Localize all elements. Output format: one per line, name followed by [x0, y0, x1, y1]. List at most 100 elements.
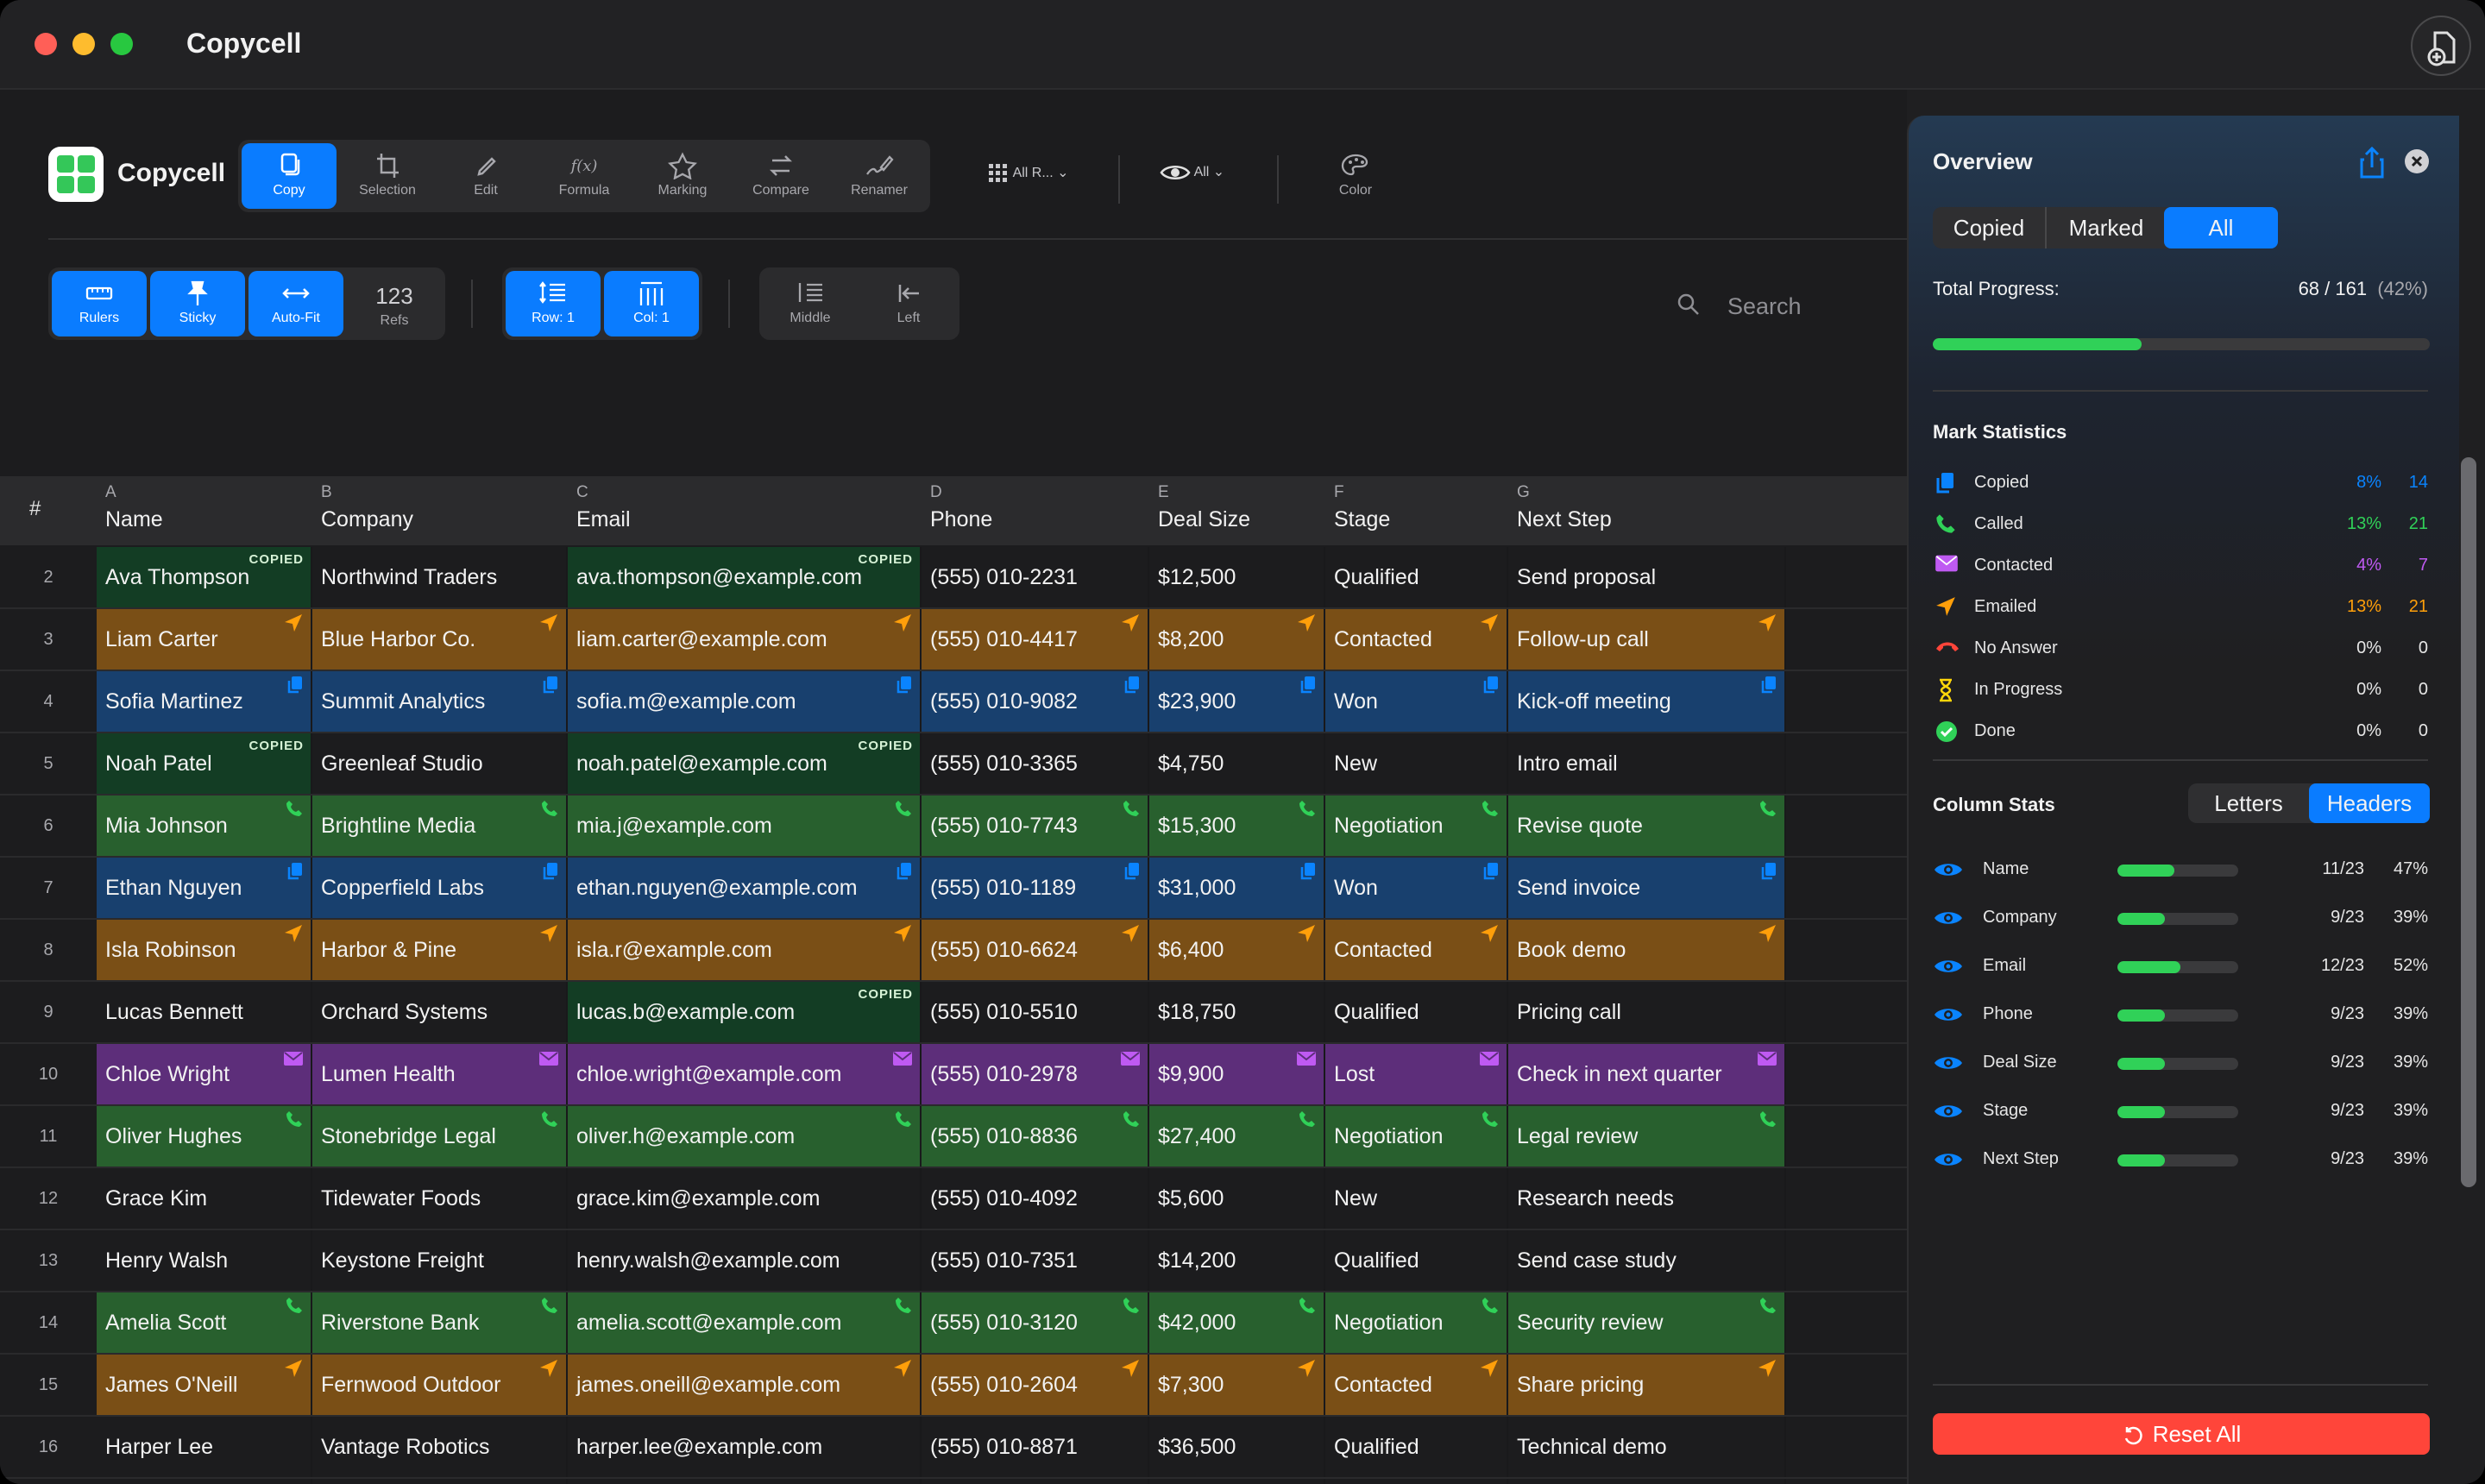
table-cell[interactable]: Research needs	[1508, 1168, 1786, 1229]
zoom-window-button[interactable]	[110, 33, 133, 55]
table-cell[interactable]: Blue Harbor Co.	[312, 609, 568, 670]
table-cell[interactable]: Summit Analytics	[312, 671, 568, 732]
table-cell[interactable]: Pricing call	[1508, 982, 1786, 1042]
table-cell[interactable]: Henry Walsh	[97, 1230, 312, 1291]
table-cell[interactable]: Legal review	[1508, 1106, 1786, 1166]
share-icon[interactable]	[2357, 145, 2387, 179]
table-cell[interactable]: Won	[1325, 858, 1508, 918]
tab-all[interactable]: All	[2164, 207, 2278, 248]
table-cell[interactable]: Send proposal	[1508, 547, 1786, 607]
reset-all-button[interactable]: Reset All	[1933, 1413, 2430, 1455]
table-cell[interactable]: Technical demo	[1508, 1417, 1786, 1477]
table-cell[interactable]: Negotiation	[1325, 1106, 1508, 1166]
table-cell[interactable]: Brightline Media	[312, 795, 568, 856]
table-cell[interactable]: chloe.wright@example.com	[568, 1044, 922, 1104]
compare-tool-button[interactable]: Compare	[733, 143, 828, 209]
table-cell[interactable]: Harbor & Pine	[312, 920, 568, 980]
table-cell[interactable]: liam.carter@example.com	[568, 609, 922, 670]
table-cell[interactable]: (555) 010-6624	[922, 920, 1149, 980]
table-cell[interactable]: Qualified	[1325, 1230, 1508, 1291]
table-cell[interactable]: Sofia Martinez	[97, 671, 312, 732]
table-cell[interactable]: $31,000	[1149, 858, 1325, 918]
table-cell[interactable]: $9,900	[1149, 1044, 1325, 1104]
sticky-button[interactable]: Sticky	[150, 271, 245, 336]
table-cell[interactable]: $23,900	[1149, 671, 1325, 732]
vertical-scrollbar[interactable]	[2461, 457, 2476, 1187]
table-cell[interactable]: (555) 010-9082	[922, 671, 1149, 732]
table-cell[interactable]: Won	[1325, 671, 1508, 732]
table-cell[interactable]: Book demo	[1508, 920, 1786, 980]
minimize-window-button[interactable]	[72, 33, 95, 55]
close-panel-icon[interactable]	[2404, 148, 2430, 174]
table-cell[interactable]: Intro email	[1508, 1479, 1786, 1484]
selection-tool-button[interactable]: Selection	[340, 143, 435, 209]
table-cell[interactable]: Contacted	[1325, 609, 1508, 670]
column-header[interactable]: E Deal Size	[1149, 476, 1325, 545]
table-cell[interactable]: amelia.scott@example.com	[568, 1292, 922, 1353]
tab-marked[interactable]: Marked	[2045, 207, 2166, 248]
table-cell[interactable]: Ethan Nguyen	[97, 858, 312, 918]
table-cell[interactable]: $4,750	[1149, 733, 1325, 794]
row-position-button[interactable]: Row: 1	[506, 271, 601, 336]
table-cell[interactable]: Mia Johnson	[97, 795, 312, 856]
close-window-button[interactable]	[35, 33, 57, 55]
table-cell[interactable]: Orchard Systems	[312, 982, 568, 1042]
table-cell[interactable]: (555) 010-3120	[922, 1292, 1149, 1353]
table-cell[interactable]: Contacted	[1325, 920, 1508, 980]
table-cell[interactable]: Stonebridge Legal	[312, 1106, 568, 1166]
table-cell[interactable]: sofia.m@example.com	[568, 671, 922, 732]
table-cell[interactable]: isla.r@example.com	[568, 920, 922, 980]
table-cell[interactable]: noah.patel@example.com COPIED	[568, 733, 922, 794]
table-cell[interactable]: $18,750	[1149, 982, 1325, 1042]
table-cell[interactable]: Qualified	[1325, 547, 1508, 607]
table-cell[interactable]: oliver.h@example.com	[568, 1106, 922, 1166]
view-dropdown[interactable]: All ⌄	[1160, 162, 1224, 183]
rows-dropdown[interactable]: All R... ⌄	[987, 162, 1069, 185]
color-button[interactable]: Color	[1308, 143, 1403, 209]
copy-tool-button[interactable]: Copy	[242, 143, 337, 209]
eye-icon[interactable]	[1933, 1004, 1964, 1025]
table-cell[interactable]: Qualified	[1325, 1417, 1508, 1477]
table-cell[interactable]: Lost	[1325, 1044, 1508, 1104]
table-cell[interactable]: (555) 010-7743	[922, 795, 1149, 856]
table-cell[interactable]: Oliver Hughes	[97, 1106, 312, 1166]
table-cell[interactable]: Greenleaf Studio	[312, 733, 568, 794]
table-cell[interactable]: Qualified	[1325, 982, 1508, 1042]
table-cell[interactable]: ethan.nguyen@example.com	[568, 858, 922, 918]
table-cell[interactable]: (555) 010-8836	[922, 1106, 1149, 1166]
eye-icon[interactable]	[1933, 908, 1964, 928]
table-cell[interactable]: Harper Lee	[97, 1417, 312, 1477]
table-cell[interactable]: Intro email	[1508, 733, 1786, 794]
table-cell[interactable]: Isla Robinson	[97, 920, 312, 980]
table-cell[interactable]: $8,200	[1149, 609, 1325, 670]
table-cell[interactable]: Chloe Wright	[97, 1044, 312, 1104]
table-cell[interactable]: Copperfield Labs	[312, 858, 568, 918]
column-header[interactable]: C Email	[568, 476, 922, 545]
column-header[interactable]: F Stage	[1325, 476, 1508, 545]
table-cell[interactable]: New	[1325, 1479, 1508, 1484]
table-cell[interactable]: Negotiation	[1325, 795, 1508, 856]
table-cell[interactable]: Revise quote	[1508, 795, 1786, 856]
table-cell[interactable]: $6,400	[1149, 920, 1325, 980]
table-cell[interactable]: Follow-up call	[1508, 609, 1786, 670]
column-header[interactable]: D Phone	[922, 476, 1149, 545]
tab-letters[interactable]: Letters	[2214, 790, 2283, 816]
auto-fit-button[interactable]: Auto-Fit	[248, 271, 343, 336]
table-cell[interactable]: james.oneill@example.com	[568, 1355, 922, 1415]
table-cell[interactable]: (555) 010-5510	[922, 982, 1149, 1042]
table-cell[interactable]: Coastal Dental	[312, 1479, 568, 1484]
table-cell[interactable]: Amelia Scott	[97, 1292, 312, 1353]
table-cell[interactable]: $7,300	[1149, 1355, 1325, 1415]
tab-headers[interactable]: Headers	[2309, 783, 2430, 823]
table-cell[interactable]: $27,400	[1149, 1106, 1325, 1166]
table-cell[interactable]: (555) 010-2231	[922, 547, 1149, 607]
table-cell[interactable]: ben.ross@example.com	[568, 1479, 922, 1484]
renamer-tool-button[interactable]: Renamer	[832, 143, 927, 209]
table-cell[interactable]: Send invoice	[1508, 858, 1786, 918]
table-cell[interactable]: (555) 010-2604	[922, 1355, 1149, 1415]
refs-button[interactable]: 123 Refs	[347, 271, 442, 336]
table-cell[interactable]: Security review	[1508, 1292, 1786, 1353]
column-header[interactable]: G Next Step	[1508, 476, 1786, 545]
align-middle-button[interactable]: Middle	[763, 271, 858, 336]
table-cell[interactable]: (555) 010-2978	[922, 1044, 1149, 1104]
